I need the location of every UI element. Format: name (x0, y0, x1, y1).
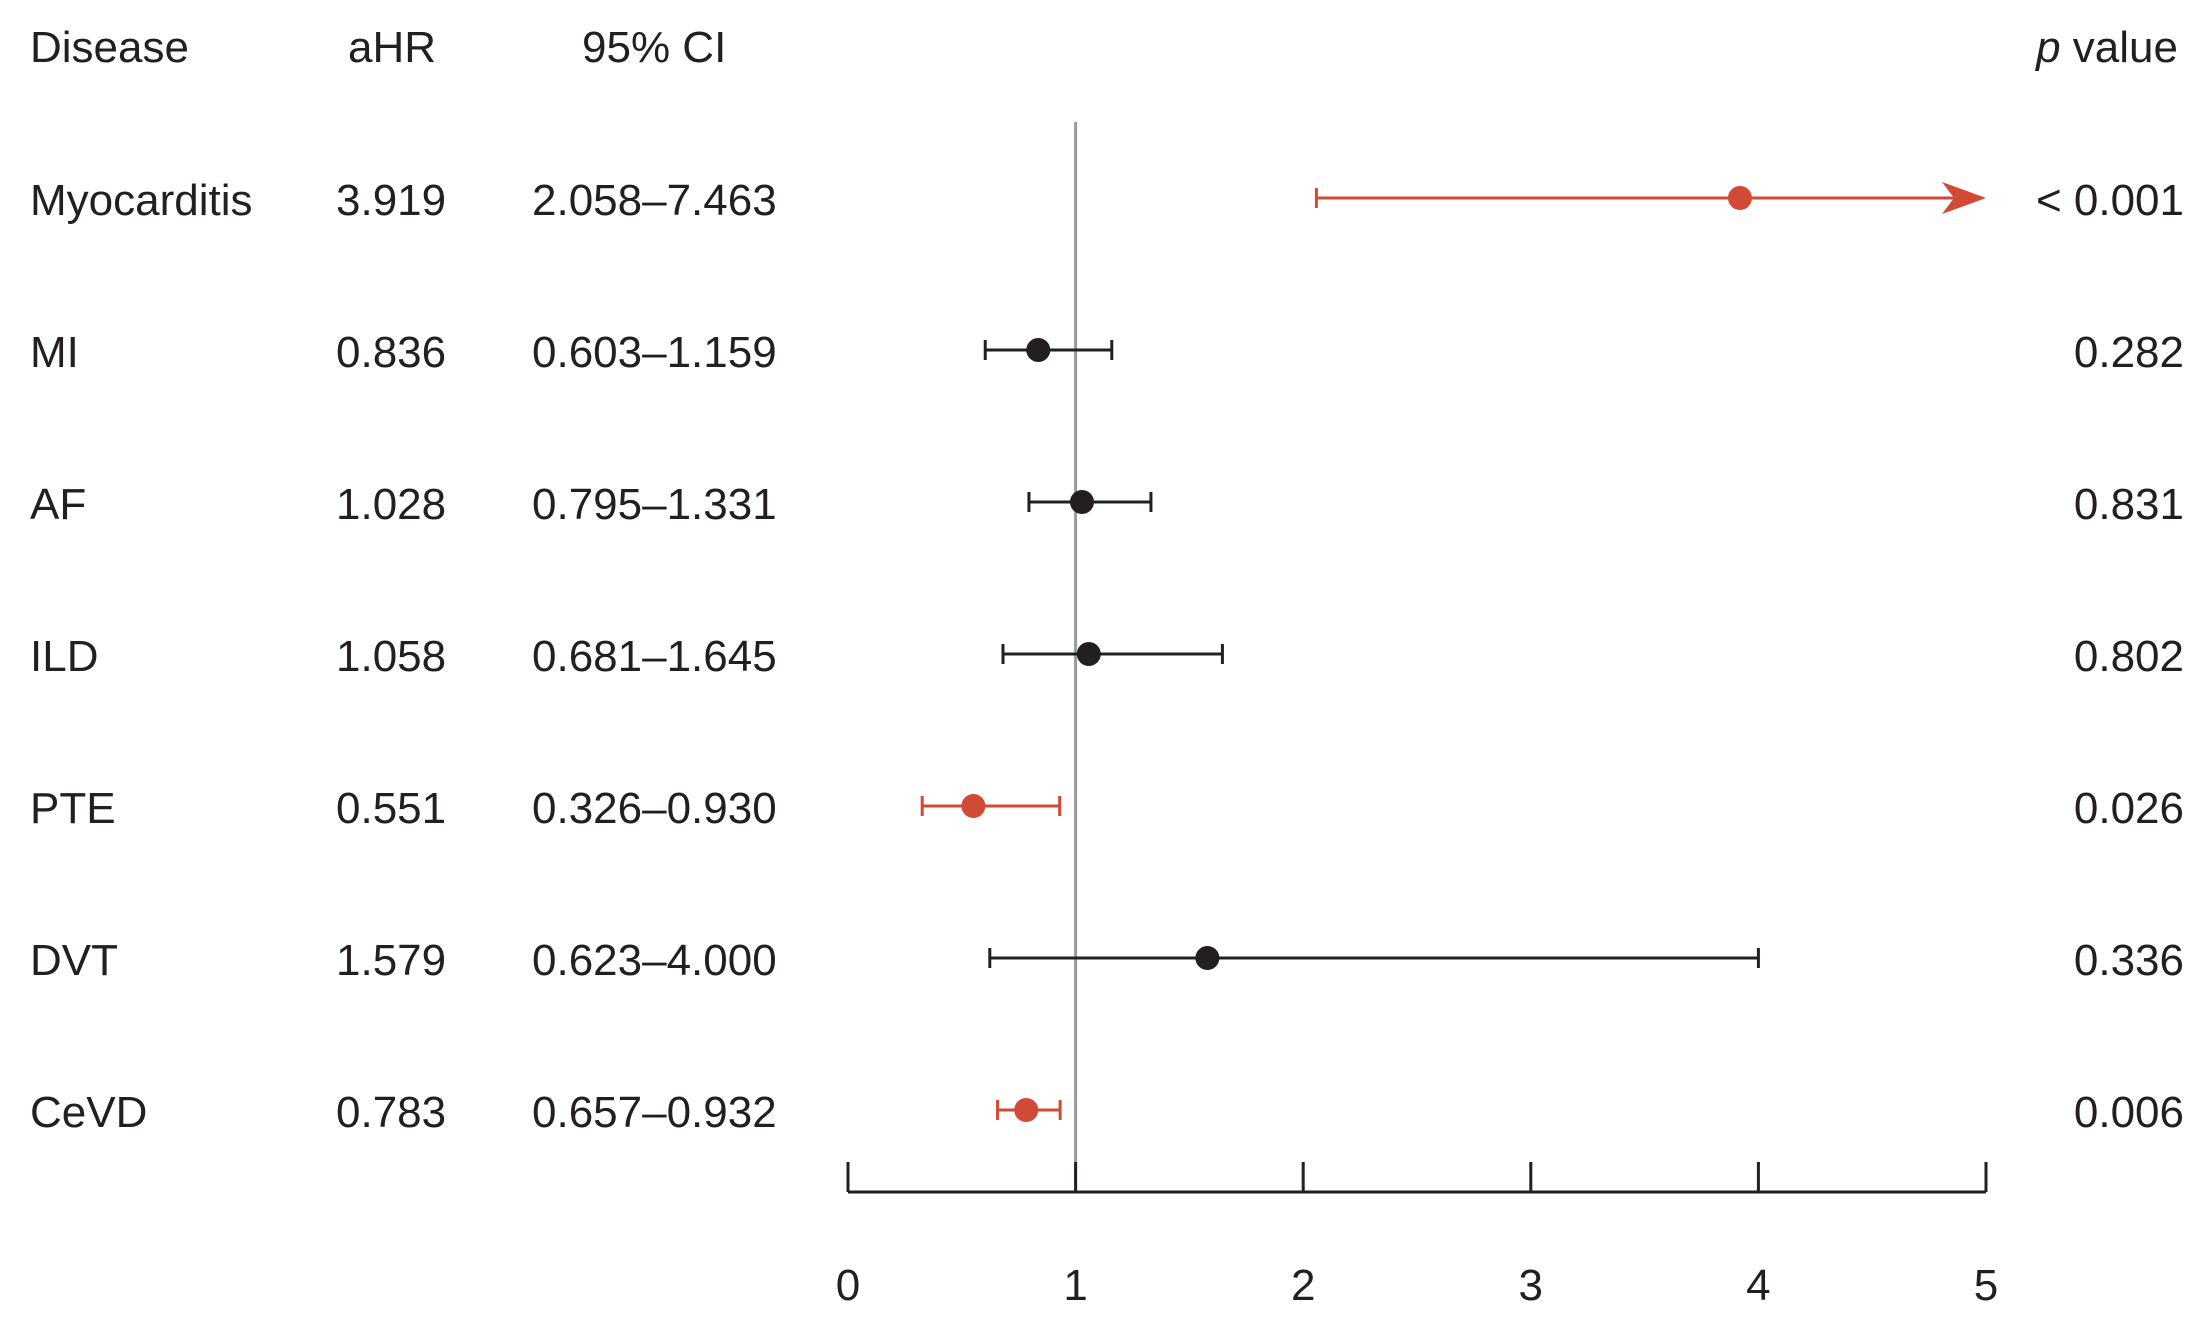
x-tick-label: 0 (836, 1261, 860, 1310)
ahr-point (1076, 642, 1101, 666)
x-tick-label: 3 (1519, 1261, 1543, 1310)
p-value: < 0.001 (2036, 176, 2184, 225)
ahr-point (961, 794, 986, 818)
ci-value: 0.795–1.331 (532, 480, 777, 529)
ahr-value: 0.551 (336, 784, 446, 833)
ci-value: 0.657–0.932 (532, 1088, 777, 1137)
ahr-value: 1.028 (336, 480, 446, 529)
disease-label: Myocarditis (30, 176, 253, 225)
table-row: MI 0.836 0.603–1.159 0.282 (30, 328, 2184, 377)
header-p-italic: p (2034, 23, 2060, 72)
ahr-point (1026, 338, 1051, 362)
table-row: AF 1.028 0.795–1.331 0.831 (30, 480, 2184, 529)
p-value: 0.336 (2074, 936, 2184, 985)
header-ci: 95% CI (582, 23, 726, 72)
ahr-value: 1.579 (336, 936, 446, 985)
ahr-value: 0.783 (336, 1088, 446, 1137)
p-value: 0.282 (2074, 328, 2184, 377)
p-value: 0.802 (2074, 632, 2184, 681)
header-p-value: p value (2034, 23, 2178, 72)
disease-label: MI (30, 328, 79, 377)
header-disease: Disease (30, 23, 189, 72)
table-row: DVT 1.579 0.623–4.000 0.336 (30, 936, 2184, 985)
ahr-point (1014, 1098, 1039, 1122)
x-tick-label: 1 (1063, 1261, 1087, 1310)
ahr-point (1069, 490, 1094, 514)
disease-label: DVT (30, 936, 118, 985)
ci-value: 2.058–7.463 (532, 176, 777, 225)
x-axis: 0 1 2 3 4 5 (836, 1162, 1998, 1310)
disease-label: CeVD (30, 1088, 147, 1137)
x-tick-label: 4 (1746, 1261, 1770, 1310)
ahr-value: 1.058 (336, 632, 446, 681)
x-tick-label: 2 (1291, 1261, 1315, 1310)
p-value: 0.006 (2074, 1088, 2184, 1137)
ci-value: 0.326–0.930 (532, 784, 777, 833)
p-value: 0.831 (2074, 480, 2184, 529)
disease-label: AF (30, 480, 86, 529)
ci-value: 0.623–4.000 (532, 936, 777, 985)
ahr-point (1727, 186, 1752, 210)
ahr-point (1195, 946, 1220, 970)
table-row: ILD 1.058 0.681–1.645 0.802 (30, 632, 2184, 681)
ci-value: 0.603–1.159 (532, 328, 777, 377)
ci-overflow-arrow (1942, 182, 1986, 214)
x-tick-label: 5 (1974, 1261, 1998, 1310)
header-p-rest: value (2061, 23, 2178, 72)
table-row: CeVD 0.783 0.657–0.932 0.006 (30, 1088, 2184, 1137)
header-ahr: aHR (348, 23, 436, 72)
disease-label: ILD (30, 632, 98, 681)
disease-label: PTE (30, 784, 116, 833)
rows-group: Myocarditis 3.919 2.058–7.463 < 0.001 MI 0.83… (30, 176, 2184, 1137)
p-value: 0.026 (2074, 784, 2184, 833)
table-row: PTE 0.551 0.326–0.930 0.026 (30, 784, 2184, 833)
ahr-value: 0.836 (336, 328, 446, 377)
table-row: Myocarditis 3.919 2.058–7.463 < 0.001 (30, 176, 2184, 225)
ci-value: 0.681–1.645 (532, 632, 777, 681)
ahr-value: 3.919 (336, 176, 446, 225)
